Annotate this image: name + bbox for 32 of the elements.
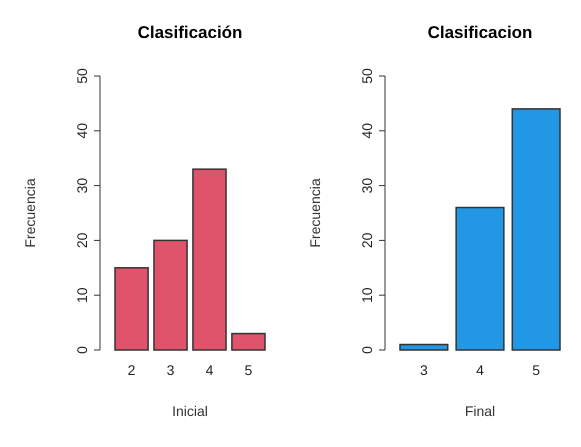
y-tick-label: 40 [358,122,375,139]
x-tick-label: 3 [420,362,428,378]
bar [114,267,149,351]
x-tick-label: 4 [206,362,214,378]
chart-title: Clasificación [138,23,242,42]
y-tick-label: 30 [74,178,90,194]
bar [231,332,266,351]
bar [512,108,561,351]
x-tick-label: 5 [244,362,253,378]
x-axis-title: Inicial [172,403,208,419]
y-tick-label: 0 [358,346,375,354]
y-tick-label: 20 [74,232,90,248]
x-tick-label: 2 [128,362,136,378]
bar [153,240,188,351]
x-axis-title: Final [464,403,496,419]
y-tick-label: 10 [74,287,90,303]
y-tick-label: 10 [358,287,375,303]
x-tick-label: 5 [532,362,540,378]
x-tick-label: 4 [476,362,484,378]
y-tick-label: 40 [74,122,90,139]
bar [399,344,448,351]
y-tick-label: 20 [358,232,375,248]
y-tick-label: 0 [74,346,90,354]
bar [455,206,505,351]
y-axis-title: Frecuencia [22,178,38,248]
x-tick-label: 3 [166,362,175,378]
chart-title: Clasificacion [428,23,532,42]
y-tick-label: 50 [74,68,90,84]
y-tick-label: 30 [358,178,375,194]
bar [192,168,227,351]
y-axis-title: Frecuencia [306,178,323,248]
y-tick-label: 50 [358,68,375,84]
